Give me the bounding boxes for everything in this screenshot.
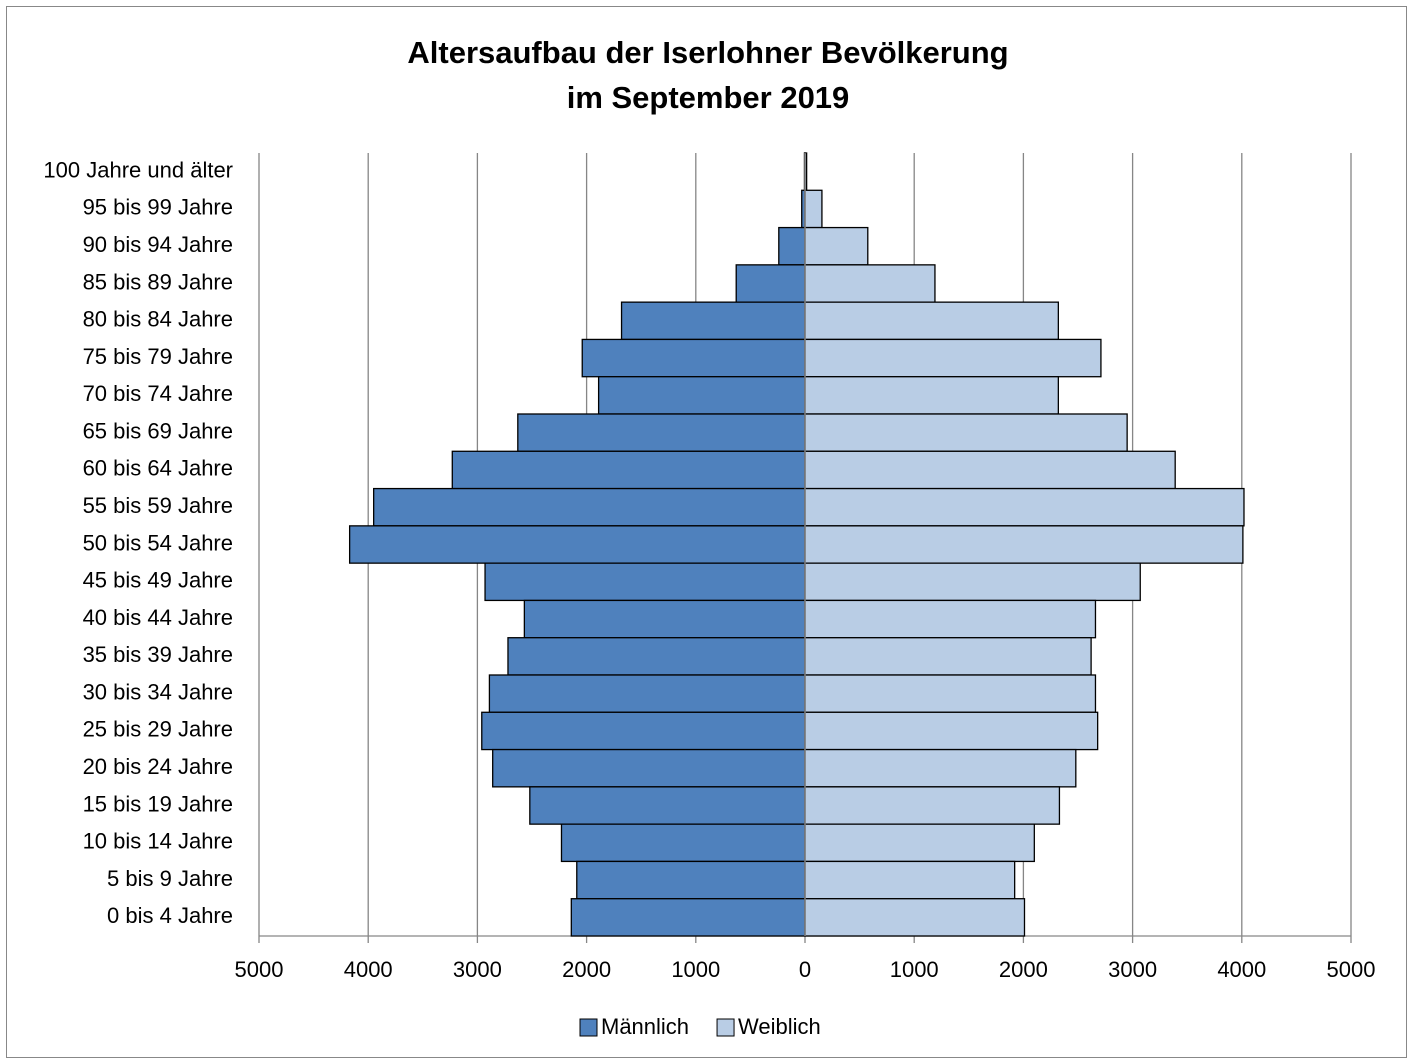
- bar: [529, 786, 806, 825]
- y-tick-label: 0 bis 4 Jahre: [107, 903, 233, 928]
- bar: [804, 786, 1061, 825]
- bar: [620, 301, 806, 341]
- bar: [804, 264, 936, 303]
- chart-title: im September 2019: [567, 80, 850, 115]
- bar: [481, 711, 806, 751]
- y-tick-label: 95 bis 99 Jahre: [83, 195, 233, 220]
- legend-label: Weiblich: [738, 1014, 821, 1039]
- bar: [523, 599, 806, 639]
- bar: [804, 562, 1141, 602]
- y-tick-label: 10 bis 14 Jahre: [83, 829, 233, 854]
- bar: [804, 189, 823, 229]
- bar: [804, 450, 1176, 490]
- bar: [804, 860, 1016, 900]
- x-tick-label: 4000: [344, 957, 393, 982]
- bar: [804, 823, 1035, 863]
- y-tick-label: 75 bis 79 Jahre: [83, 344, 233, 369]
- bar: [778, 226, 806, 266]
- x-tick-label: 0: [799, 957, 811, 982]
- x-tick-label: 3000: [1108, 957, 1157, 982]
- legend-swatch: [716, 1018, 735, 1037]
- bar: [804, 748, 1077, 788]
- bar: [804, 599, 1097, 639]
- bar: [451, 450, 806, 490]
- bar: [597, 376, 806, 415]
- bar: [581, 338, 806, 378]
- y-tick-label: 100 Jahre und älter: [43, 157, 233, 182]
- y-tick-label: 50 bis 54 Jahre: [83, 530, 233, 555]
- y-tick-label: 15 bis 19 Jahre: [83, 791, 233, 816]
- chart-title: Altersaufbau der Iserlohner Bevölkerung: [407, 35, 1008, 70]
- x-tick-label: 3000: [453, 957, 502, 982]
- bar: [804, 226, 869, 266]
- bar: [570, 898, 806, 937]
- bar: [735, 264, 806, 303]
- bar: [804, 674, 1097, 713]
- bar: [804, 376, 1059, 415]
- bar: [804, 525, 1244, 564]
- bar: [560, 823, 806, 863]
- y-tick-label: 85 bis 89 Jahre: [83, 269, 233, 294]
- bar: [492, 748, 806, 788]
- bar: [804, 338, 1102, 378]
- x-tick-label: 2000: [999, 957, 1048, 982]
- y-tick-label: 25 bis 29 Jahre: [83, 717, 233, 742]
- x-tick-label: 5000: [1327, 957, 1376, 982]
- y-tick-label: 45 bis 49 Jahre: [83, 568, 233, 593]
- x-tick-label: 1000: [890, 957, 939, 982]
- y-tick-label: 65 bis 69 Jahre: [83, 418, 233, 443]
- y-tick-label: 40 bis 44 Jahre: [83, 605, 233, 630]
- bar: [804, 711, 1099, 751]
- x-tick-label: 5000: [235, 957, 284, 982]
- bar: [804, 487, 1245, 527]
- bar: [804, 898, 1026, 937]
- y-tick-label: 20 bis 24 Jahre: [83, 754, 233, 779]
- y-tick-label: 35 bis 39 Jahre: [83, 642, 233, 667]
- bar: [484, 562, 806, 602]
- bar: [348, 525, 806, 564]
- y-tick-label: 30 bis 34 Jahre: [83, 679, 233, 704]
- bar: [507, 637, 806, 676]
- y-tick-label: 80 bis 84 Jahre: [83, 307, 233, 332]
- bar: [576, 860, 806, 900]
- y-tick-label: 5 bis 9 Jahre: [107, 866, 233, 891]
- bar: [804, 301, 1059, 341]
- y-tick-label: 60 bis 64 Jahre: [83, 456, 233, 481]
- bar: [488, 674, 806, 713]
- bar: [517, 413, 806, 452]
- x-tick-label: 2000: [562, 957, 611, 982]
- y-tick-label: 70 bis 74 Jahre: [83, 381, 233, 406]
- bar: [804, 637, 1092, 676]
- legend-swatch: [579, 1018, 598, 1037]
- bar: [804, 413, 1128, 452]
- legend-label: Männlich: [601, 1014, 689, 1039]
- bar: [373, 487, 806, 527]
- x-tick-label: 4000: [1217, 957, 1266, 982]
- y-tick-label: 90 bis 94 Jahre: [83, 232, 233, 257]
- x-tick-label: 1000: [671, 957, 720, 982]
- y-tick-label: 55 bis 59 Jahre: [83, 493, 233, 518]
